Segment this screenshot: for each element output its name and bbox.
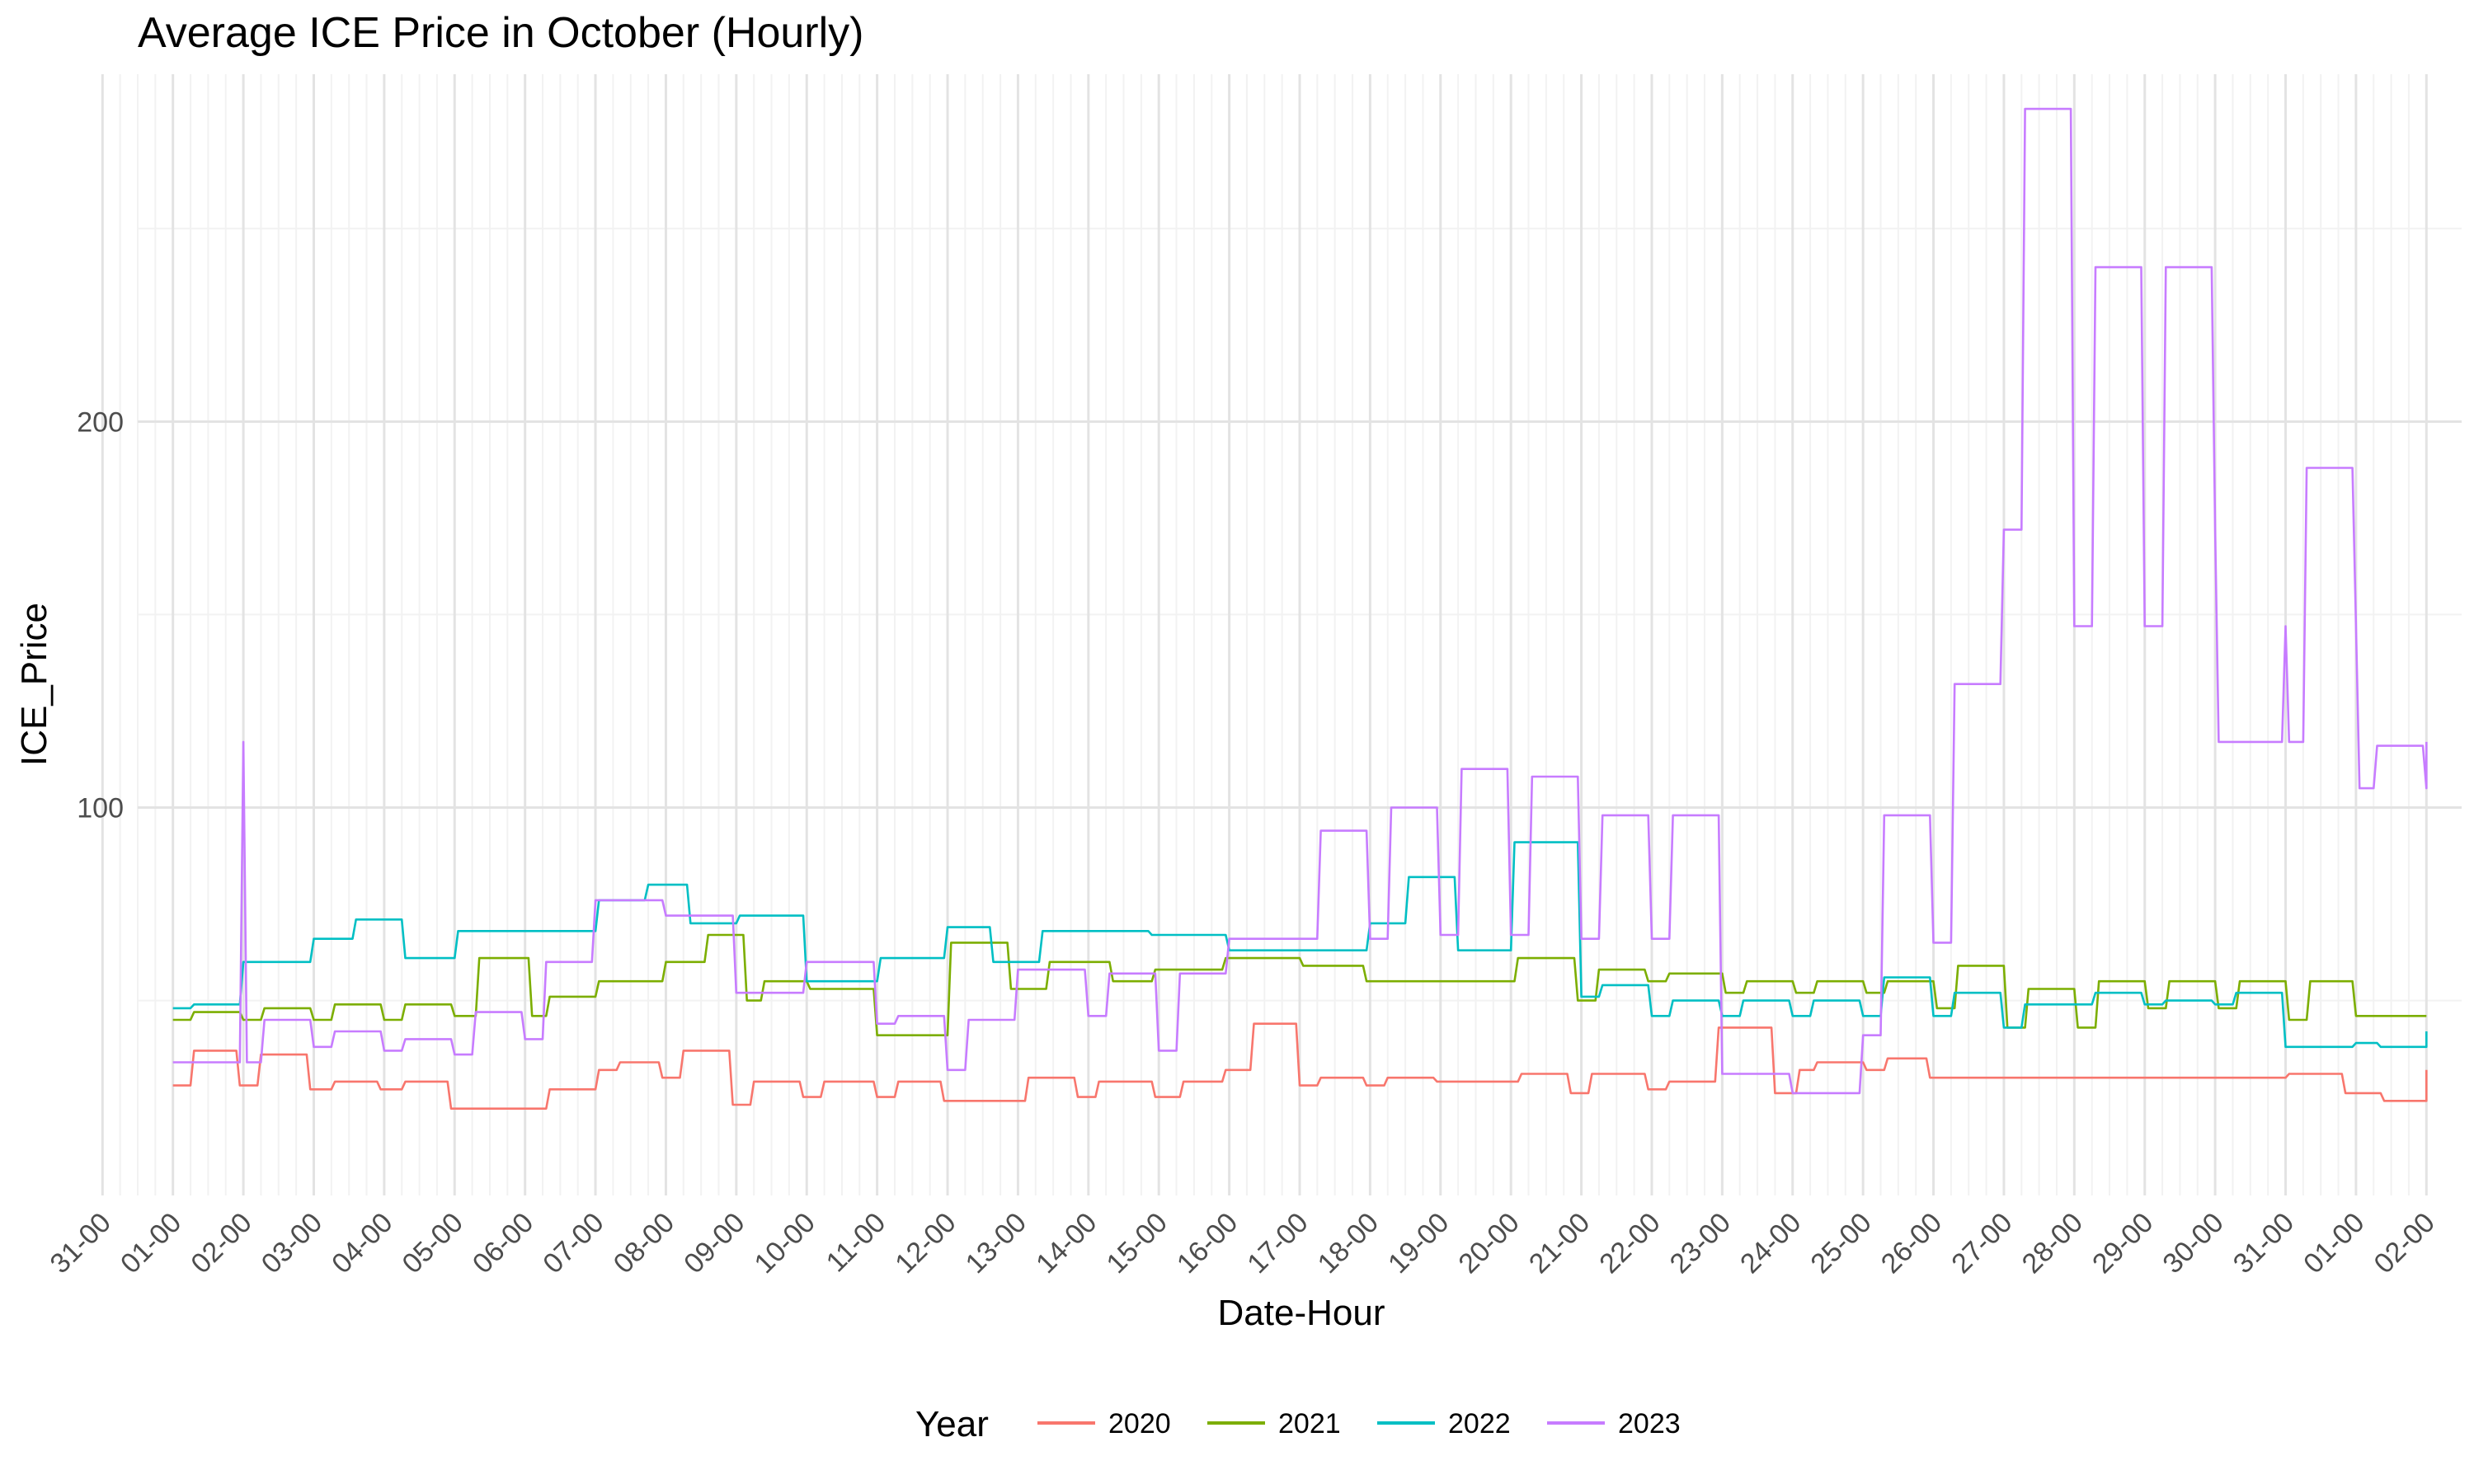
x-tick-label: 25-00 <box>1804 1207 1877 1280</box>
x-tick-label: 29-00 <box>2086 1207 2159 1280</box>
x-tick-label: 30-00 <box>2157 1207 2229 1280</box>
x-tick-label: 27-00 <box>1945 1207 2018 1280</box>
x-tick-label: 15-00 <box>1101 1207 1174 1280</box>
legend-items: 2020 2021 2022 2023 <box>1037 1408 1681 1439</box>
axis-layer: 10020031-0001-0002-0003-0004-0005-0006-0… <box>45 406 2441 1280</box>
x-axis-title: Date-Hour <box>1218 1293 1385 1333</box>
legend-title: Year <box>915 1404 989 1444</box>
x-tick-label: 19-00 <box>1382 1207 1455 1280</box>
x-tick-label: 01-00 <box>2298 1207 2370 1280</box>
x-tick-label: 23-00 <box>1664 1207 1737 1280</box>
y-axis-title: ICE_Price <box>14 603 54 766</box>
series-line-2021 <box>172 933 2427 1036</box>
grid-layer <box>101 74 2462 1195</box>
x-tick-label: 22-00 <box>1593 1207 1666 1280</box>
x-tick-label: 28-00 <box>2016 1207 2089 1280</box>
chart-title: Average ICE Price in October (Hourly) <box>138 9 864 57</box>
series-layer <box>172 107 2428 1110</box>
y-tick-label: 200 <box>77 406 124 438</box>
y-tick-label: 100 <box>77 793 124 824</box>
x-tick-label: 13-00 <box>960 1207 1032 1280</box>
legend-label-2020: 2020 <box>1108 1408 1171 1439</box>
x-tick-label: 17-00 <box>1241 1207 1314 1280</box>
x-tick-label: 21-00 <box>1523 1207 1596 1280</box>
x-tick-label: 18-00 <box>1312 1207 1385 1280</box>
x-tick-label: 24-00 <box>1734 1207 1807 1280</box>
x-tick-label: 02-00 <box>185 1207 257 1280</box>
legend-label-2022: 2022 <box>1448 1408 1511 1439</box>
series-line-2023 <box>172 107 2428 1095</box>
x-tick-label: 02-00 <box>2368 1207 2441 1280</box>
x-tick-label: 14-00 <box>1030 1207 1103 1280</box>
x-tick-label: 07-00 <box>537 1207 609 1280</box>
x-tick-label: 04-00 <box>326 1207 398 1280</box>
x-tick-label: 10-00 <box>749 1207 821 1280</box>
legend-label-2021: 2021 <box>1278 1408 1341 1439</box>
x-tick-label: 20-00 <box>1452 1207 1525 1280</box>
x-tick-label: 01-00 <box>115 1207 187 1280</box>
legend: Year 2020 2021 2022 2023 <box>915 1404 1681 1444</box>
x-tick-label: 08-00 <box>608 1207 680 1280</box>
series-line-2020 <box>172 1022 2428 1110</box>
x-tick-label: 09-00 <box>678 1207 750 1280</box>
x-tick-label: 06-00 <box>467 1207 539 1280</box>
x-tick-label: 11-00 <box>821 1207 892 1279</box>
x-tick-label: 05-00 <box>397 1207 469 1280</box>
series-line-2022 <box>172 841 2428 1049</box>
legend-label-2023: 2023 <box>1618 1408 1681 1439</box>
x-tick-label: 31-00 <box>2227 1207 2300 1280</box>
x-tick-label: 31-00 <box>45 1207 117 1280</box>
x-tick-label: 16-00 <box>1171 1207 1244 1280</box>
x-tick-label: 26-00 <box>1875 1207 1948 1280</box>
x-tick-label: 12-00 <box>889 1207 962 1280</box>
x-tick-label: 03-00 <box>256 1207 328 1280</box>
